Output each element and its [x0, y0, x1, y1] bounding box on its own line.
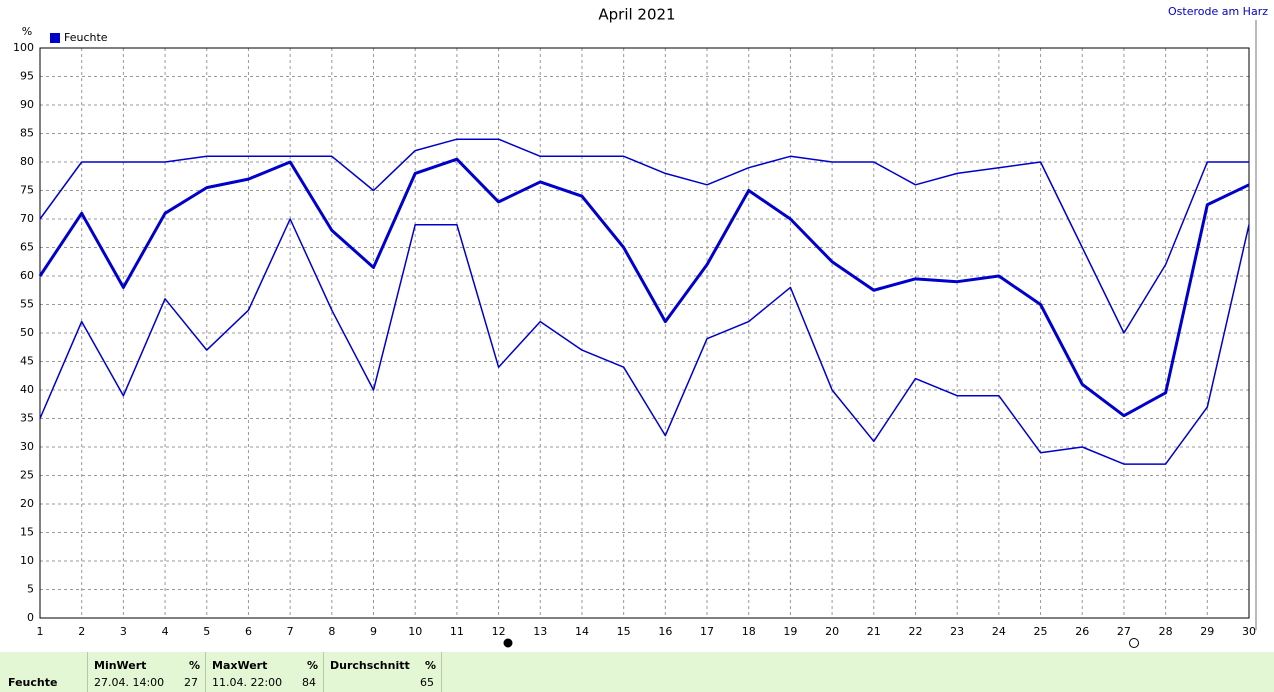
location: Osterode am Harz: [1168, 5, 1268, 18]
value: 27: [184, 676, 198, 689]
y-tick-label: 20: [20, 497, 34, 510]
moon-icon: [503, 638, 513, 648]
y-tick-label: 90: [20, 98, 34, 111]
y-tick-label: 50: [20, 326, 34, 339]
y-tick-label: 45: [20, 355, 34, 368]
y-tick-label: 25: [20, 469, 34, 482]
separator: [87, 652, 88, 692]
x-tick-label: 25: [1034, 625, 1048, 638]
value: 65: [420, 676, 434, 689]
data-line: [38, 157, 1250, 418]
y-tick-label: 10: [20, 554, 34, 567]
y-tick-label: 100: [13, 41, 34, 54]
y-tick-label: 85: [20, 127, 34, 140]
x-tick-label: 8: [328, 625, 335, 638]
header: MaxWert: [212, 659, 268, 672]
x-tick-label: 12: [492, 625, 506, 638]
x-tick-label: 14: [575, 625, 589, 638]
y-unit: %: [22, 25, 32, 38]
separator: [441, 652, 442, 692]
x-tick-label: 29: [1200, 625, 1214, 638]
y-tick-label: 30: [20, 440, 34, 453]
y-tick-label: 35: [20, 412, 34, 425]
legend-swatch: [50, 33, 60, 43]
x-tick-label: 5: [203, 625, 210, 638]
y-tick-label: 15: [20, 526, 34, 539]
separator: [205, 652, 206, 692]
moon-icon: [1129, 638, 1139, 648]
x-tick-label: 21: [867, 625, 881, 638]
x-tick-label: 20: [825, 625, 839, 638]
y-tick-label: 95: [20, 70, 34, 83]
x-tick-label: 23: [950, 625, 964, 638]
x-tick-label: 15: [617, 625, 631, 638]
header: MinWert: [94, 659, 147, 672]
plot-frame: [39, 47, 1250, 619]
separator: [323, 652, 324, 692]
x-tick-label: 18: [742, 625, 756, 638]
x-tick-label: 9: [370, 625, 377, 638]
x-tick-label: 6: [245, 625, 252, 638]
x-tick-label: 11: [450, 625, 464, 638]
x-tick-label: 27: [1117, 625, 1131, 638]
x-tick-label: 10: [408, 625, 422, 638]
header: Durchschnitt: [330, 659, 410, 672]
x-tick-label: 7: [287, 625, 294, 638]
y-tick-label: 55: [20, 298, 34, 311]
y-tick-label: 65: [20, 241, 34, 254]
time: 11.04. 22:00: [212, 676, 283, 689]
y-tick-label: 70: [20, 212, 34, 225]
row-label: Feuchte: [8, 676, 58, 689]
x-tick-label: 24: [992, 625, 1006, 638]
data-line: [39, 218, 1250, 465]
y-tick-label: 60: [20, 269, 34, 282]
data-line: [39, 138, 1249, 334]
x-tick-label: 2: [78, 625, 85, 638]
x-tick-label: 13: [533, 625, 547, 638]
x-tick-label: 4: [162, 625, 169, 638]
x-tick-label: 26: [1075, 625, 1089, 638]
summary-table: Feuchte MinWert % 27.04. 14:00 27 MaxWer…: [0, 652, 1274, 692]
chart-title: April 2021: [598, 6, 675, 24]
value: 84: [302, 676, 316, 689]
y-tick-label: 75: [20, 184, 34, 197]
x-tick-label: 19: [783, 625, 797, 638]
y-tick-label: 80: [20, 155, 34, 168]
x-tick-label: 30: [1242, 625, 1256, 638]
x-tick-label: 16: [658, 625, 672, 638]
time: 27.04. 14:00: [94, 676, 165, 689]
x-tick-label: 1: [37, 625, 44, 638]
chart: April 2021 Osterode am Harz % 0510152025…: [13, 5, 1268, 648]
y-tick-label: 5: [27, 583, 34, 596]
y-tick-label: 0: [27, 611, 34, 624]
x-tick-label: 17: [700, 625, 714, 638]
x-tick-label: 22: [908, 625, 922, 638]
legend-label: Feuchte: [64, 31, 108, 44]
unit: %: [189, 659, 201, 672]
x-tick-label: 28: [1159, 625, 1173, 638]
unit: %: [307, 659, 319, 672]
x-tick-label: 3: [120, 625, 127, 638]
y-tick-label: 40: [20, 383, 34, 396]
unit: %: [425, 659, 437, 672]
